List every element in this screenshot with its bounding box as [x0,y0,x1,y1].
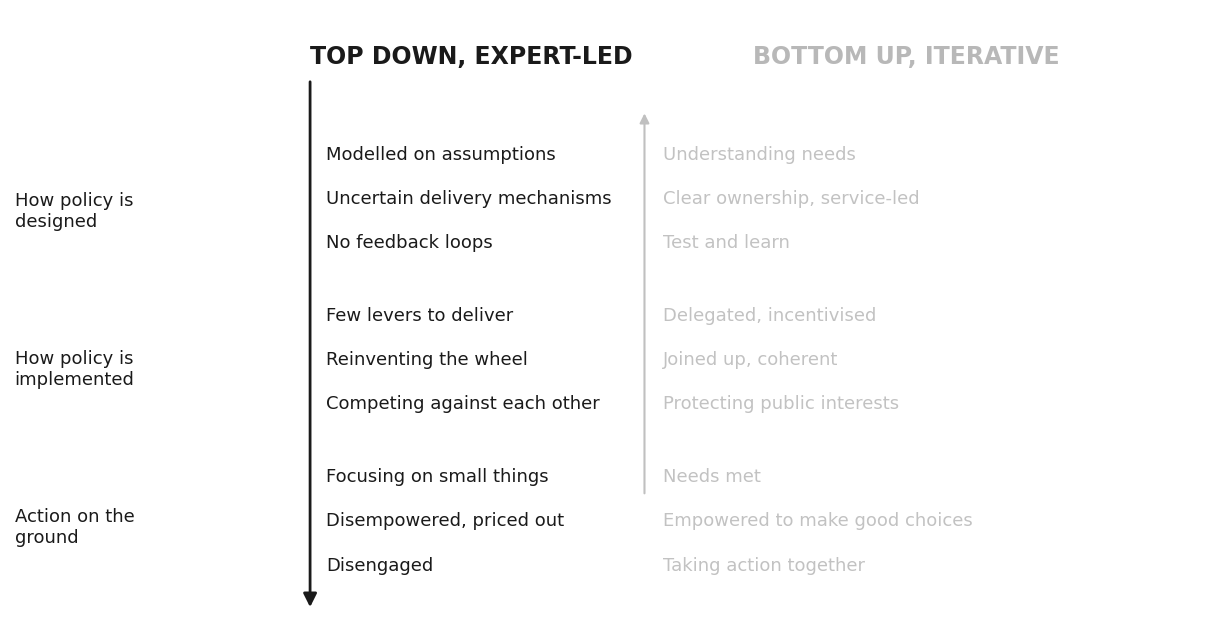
Text: No feedback loops: No feedback loops [326,234,492,252]
Text: Joined up, coherent: Joined up, coherent [663,351,838,369]
Text: How policy is
implemented: How policy is implemented [15,350,135,389]
Text: Reinventing the wheel: Reinventing the wheel [326,351,528,369]
Text: Test and learn: Test and learn [663,234,789,252]
Text: Understanding needs: Understanding needs [663,146,856,164]
Text: Taking action together: Taking action together [663,557,865,574]
Text: Needs met: Needs met [663,468,760,486]
Text: Clear ownership, service-led: Clear ownership, service-led [663,190,919,208]
Text: Protecting public interests: Protecting public interests [663,396,899,413]
Text: Disengaged: Disengaged [326,557,433,574]
Text: Competing against each other: Competing against each other [326,396,599,413]
Text: Focusing on small things: Focusing on small things [326,468,548,486]
Text: Action on the
ground: Action on the ground [15,508,134,547]
Text: Delegated, incentivised: Delegated, incentivised [663,307,876,325]
Text: Uncertain delivery mechanisms: Uncertain delivery mechanisms [326,190,612,208]
Text: Disempowered, priced out: Disempowered, priced out [326,513,564,530]
Text: BOTTOM UP, ITERATIVE: BOTTOM UP, ITERATIVE [753,45,1059,69]
Text: Few levers to deliver: Few levers to deliver [326,307,513,325]
Text: Empowered to make good choices: Empowered to make good choices [663,513,973,530]
Text: How policy is
designed: How policy is designed [15,192,133,231]
Text: TOP DOWN, EXPERT-LED: TOP DOWN, EXPERT-LED [310,45,634,69]
Text: Modelled on assumptions: Modelled on assumptions [326,146,556,164]
